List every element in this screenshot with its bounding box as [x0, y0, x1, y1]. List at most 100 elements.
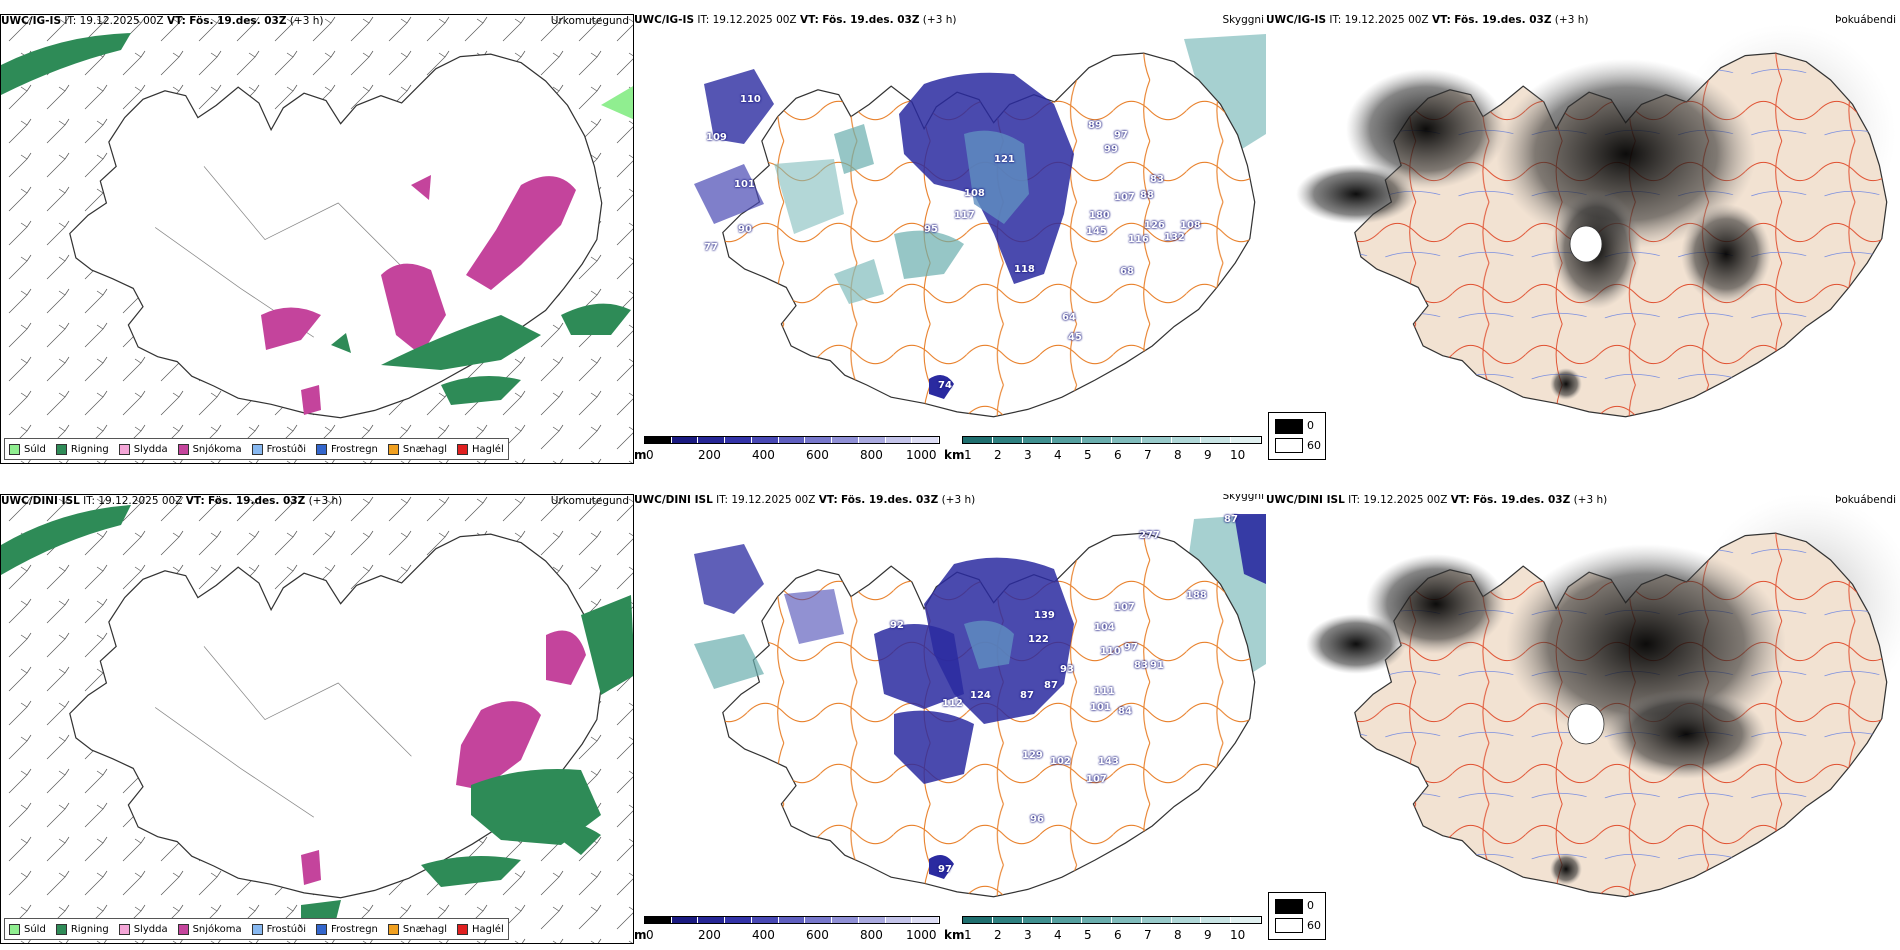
legend-swatch: [55, 443, 67, 455]
legend-swatch: [316, 923, 327, 935]
fog-map-row2: [1306, 494, 1900, 898]
vis-tick: 8: [1174, 448, 1182, 462]
precip-panel-row2: UWC/DINI ISL IT: 19.12.2025 00Z VT: Fös.…: [0, 494, 634, 944]
legend-item: Snjókoma: [177, 443, 242, 455]
cloud-label: 129: [1022, 750, 1043, 761]
cloud-label: 99: [1104, 144, 1118, 155]
legend-label: Slydda: [133, 443, 168, 455]
it-value: 19.12.2025 00Z: [712, 14, 797, 26]
it-label: IT:: [83, 495, 96, 507]
cloud-label: 89: [1088, 120, 1102, 131]
fog-panel-row1: UWC/IG-IS IT: 19.12.2025 00Z VT: Fös. 19…: [1266, 14, 1900, 464]
cloud-label: 132: [1164, 232, 1185, 243]
it-value: 19.12.2025 00Z: [1344, 14, 1429, 26]
cloud-panel-row2: 87 277 188 92 122 139 104 107 110 97 83 …: [634, 494, 1266, 944]
it-value: 19.12.2025 00Z: [731, 494, 816, 506]
fog-legend-bottom: 60: [1307, 439, 1321, 452]
vt-label: VT:: [818, 494, 838, 506]
visibility-colorbar: km 1 2 3 4 5 6 7 8 9 10: [944, 916, 1266, 944]
legend-label: Frostúði: [266, 923, 306, 935]
cloud-label: 122: [1028, 634, 1049, 645]
legend-swatch: [316, 443, 327, 455]
legend-swatch: [251, 923, 263, 935]
cloud-label: 87: [1020, 690, 1034, 701]
height-tick: 600: [806, 928, 829, 942]
cloud-label: 68: [1120, 266, 1134, 277]
lead-time: (+3 h): [289, 15, 324, 27]
cloud-label: 88: [1140, 190, 1154, 201]
fog-legend-top: 0: [1307, 899, 1314, 912]
vis-unit: km: [944, 448, 965, 462]
vis-tick: 1: [964, 448, 972, 462]
cloud-label: 180: [1089, 210, 1110, 221]
legend-item: Slydda: [118, 443, 168, 455]
legend-label: Súld: [24, 923, 46, 935]
fog-legend-top: 0: [1307, 419, 1314, 432]
cloud-label: 97: [938, 864, 952, 875]
legend-label: Haglél: [472, 443, 504, 455]
precip-panel-label: Úrkomutegund: [550, 495, 629, 507]
height-tick: 1000: [906, 448, 937, 462]
model-name: UWC/DINI ISL: [1266, 494, 1345, 506]
height-tick: 0: [646, 448, 654, 462]
vis-tick: 2: [994, 928, 1002, 942]
cloud-label: 83: [1134, 660, 1148, 671]
cloud-label: 188: [1186, 590, 1207, 601]
vis-tick: 3: [1024, 448, 1032, 462]
vt-label: VT:: [799, 14, 819, 26]
cloud-map-row2: [694, 514, 1266, 898]
legend-label: Frostúði: [266, 443, 306, 455]
legend-swatch: [251, 443, 263, 455]
vt-label: VT:: [166, 15, 186, 27]
legend-item: Rigning: [55, 443, 109, 455]
vis-tick: 10: [1230, 448, 1246, 462]
fog-swatch-white: [1275, 918, 1303, 933]
vis-tick: 7: [1144, 448, 1152, 462]
vis-tick: 2: [994, 448, 1002, 462]
legend-label: Slydda: [133, 923, 168, 935]
legend-label: Snæhagl: [402, 443, 448, 455]
fog-swatch-black: [1275, 419, 1303, 434]
vt-label: VT:: [1450, 494, 1470, 506]
height-colorbar-strip: [644, 436, 940, 444]
legend-item: Frostúði: [251, 443, 306, 455]
height-unit: m: [634, 448, 647, 462]
legend-label: Snjókoma: [192, 923, 242, 935]
legend-item: Haglél: [457, 443, 504, 455]
cloud-label: 108: [1180, 220, 1201, 231]
legend-swatch: [387, 923, 399, 935]
legend-item: Rigning: [55, 923, 109, 935]
vt-value: Fös. 19.des. 03Z: [1454, 14, 1552, 26]
vis-tick: 5: [1084, 928, 1092, 942]
it-label: IT:: [716, 494, 729, 506]
vis-tick: 8: [1174, 928, 1182, 942]
cloud-label: 108: [964, 188, 985, 199]
vis-tick: 3: [1024, 928, 1032, 942]
cloud-label: 277: [1139, 530, 1160, 541]
cloud-label: 83: [1150, 174, 1164, 185]
legend-label: Snæhagl: [402, 923, 448, 935]
height-tick: 400: [752, 928, 775, 942]
cloud-label: 95: [924, 224, 938, 235]
legend-label: Haglél: [472, 923, 504, 935]
cloud-label: 101: [1090, 702, 1111, 713]
legend-item: Súld: [9, 923, 46, 935]
legend-item: Súld: [9, 443, 46, 455]
fog-swatch-white: [1275, 438, 1303, 453]
cloud-label: 126: [1144, 220, 1165, 231]
cloud-label: 87: [1224, 514, 1238, 525]
model-name: UWC/DINI ISL: [1, 495, 80, 507]
height-tick: 200: [698, 928, 721, 942]
cloud-label: 64: [1062, 312, 1076, 323]
height-tick: 800: [860, 448, 883, 462]
cloud-panel-label: Skyggni: [1222, 494, 1265, 502]
cloud-label: 87: [1044, 680, 1058, 691]
fog-panel-label: Þokuábendi: [1835, 494, 1896, 506]
height-tick: 0: [646, 928, 654, 942]
vt-value: Fös. 19.des. 03Z: [1473, 494, 1571, 506]
vis-tick: 4: [1054, 928, 1062, 942]
cloud-label: 104: [1094, 622, 1115, 633]
legend-label: Snjókoma: [192, 443, 242, 455]
cloud-label: 107: [1114, 192, 1135, 203]
height-colorbar: m 0 200 400 600 800 1000: [634, 436, 944, 464]
